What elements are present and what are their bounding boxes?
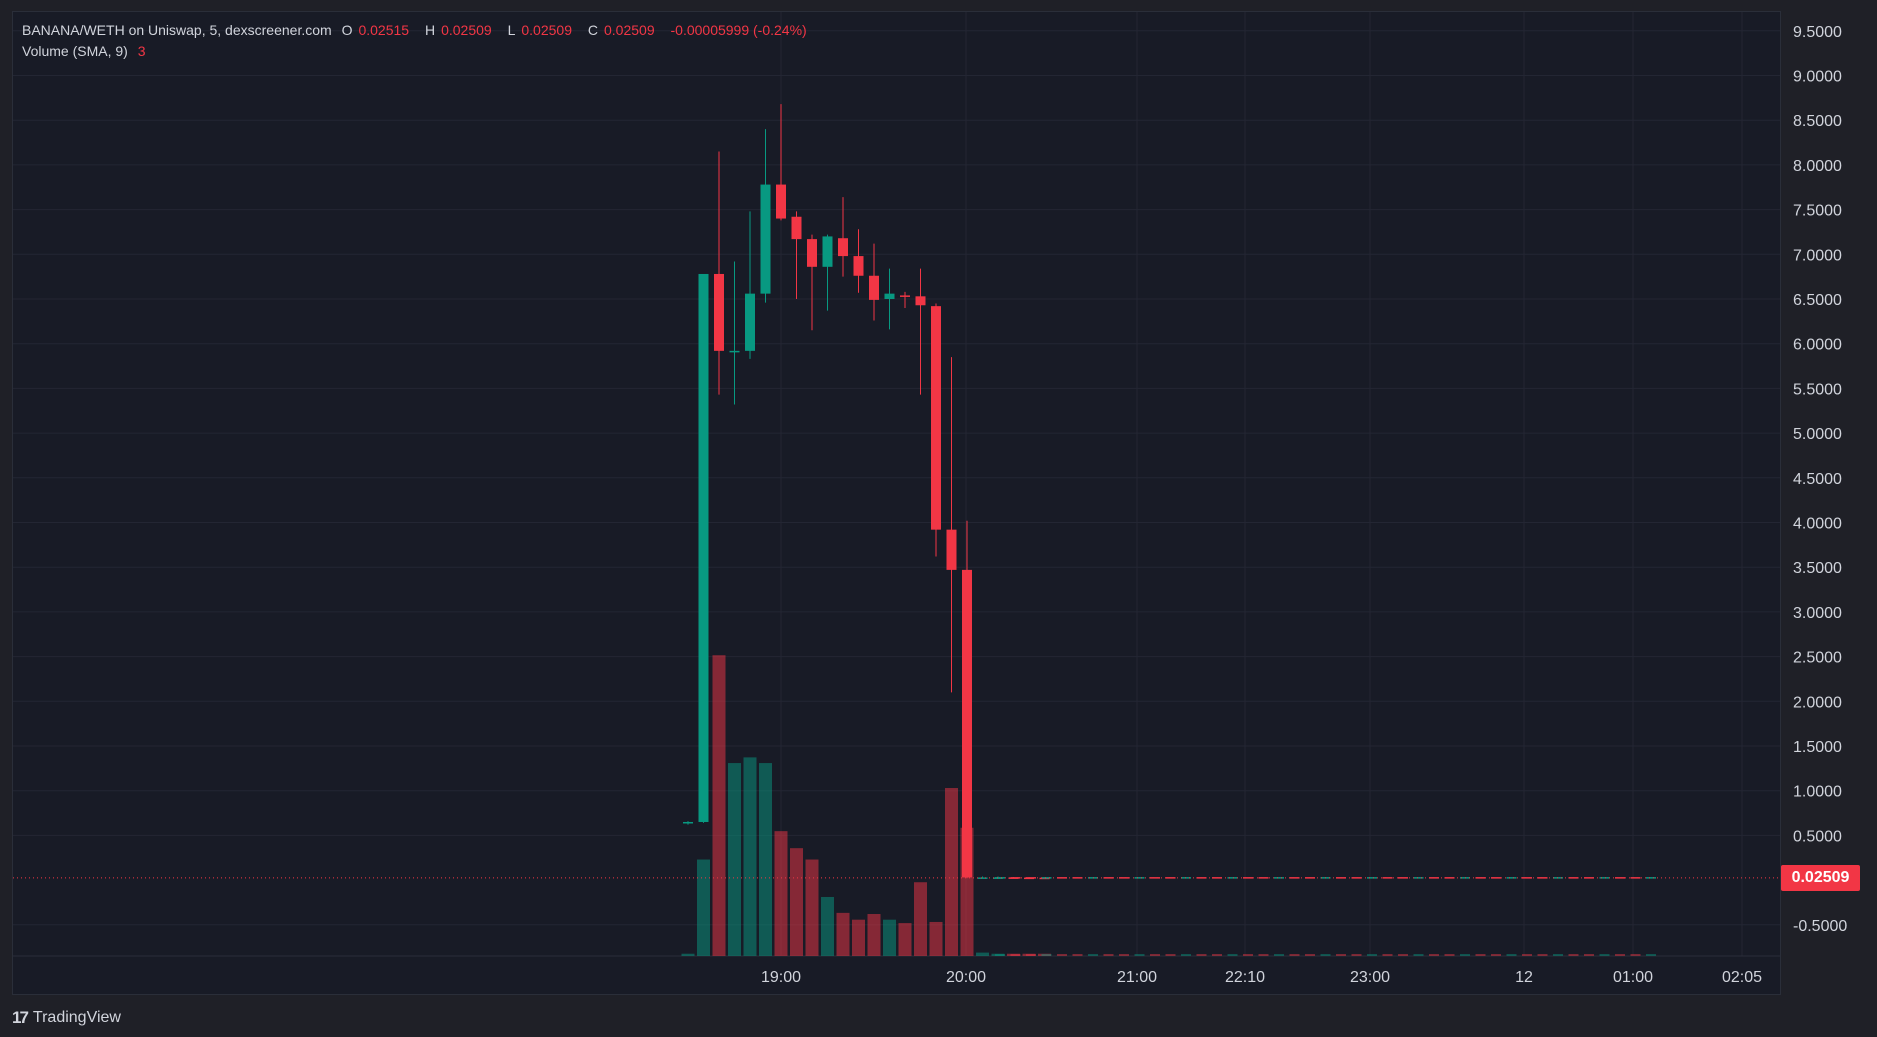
y-tick-label: 5.0000: [1793, 426, 1842, 443]
x-tick-label: 21:00: [1117, 969, 1157, 986]
volume-bar: [836, 912, 850, 956]
close-label: C: [587, 22, 598, 38]
y-tick-label: 0.5000: [1793, 828, 1842, 845]
candle-body: [946, 529, 957, 570]
candle-body: [729, 350, 740, 353]
y-tick-label: 8.0000: [1793, 158, 1842, 175]
low-label: L: [507, 22, 516, 38]
candle-body: [683, 821, 693, 824]
y-tick-label: 3.5000: [1793, 560, 1842, 577]
y-tick-label: 8.5000: [1793, 113, 1842, 130]
candle-body: [962, 569, 972, 878]
legend-line-ohlc: BANANA/WETH on Uniswap, 5, dexscreener.c…: [22, 20, 813, 41]
volume-bar: [821, 896, 834, 956]
volume-bar: [697, 859, 710, 956]
low-value: 0.02509: [521, 22, 572, 38]
y-tick-label: 2.5000: [1793, 650, 1842, 667]
candle-body: [884, 293, 895, 299]
tradingview-logo-text: TradingView: [32, 1009, 121, 1026]
volume-bar: [759, 763, 772, 956]
x-tick-label: 02:05: [1722, 969, 1762, 986]
candle-body: [776, 184, 786, 219]
volume-bar: [867, 914, 881, 956]
y-tick-label: -0.5000: [1793, 918, 1847, 935]
y-tick-label: 4.5000: [1793, 471, 1842, 488]
candle-body: [807, 239, 817, 267]
high-label: H: [424, 22, 436, 38]
y-tick-label: 1.5000: [1793, 739, 1842, 756]
candle-body: [698, 273, 709, 822]
chart-pane[interactable]: [12, 11, 1781, 995]
y-tick-label: 6.5000: [1793, 292, 1842, 309]
candle-body: [838, 238, 848, 257]
volume-bar: [898, 923, 912, 956]
volume-bar: [743, 757, 757, 956]
volume-bar: [790, 848, 803, 956]
candle-body: [714, 273, 724, 351]
candle-body: [900, 295, 910, 297]
candle-body: [791, 216, 802, 240]
y-tick-label: 4.0000: [1793, 516, 1842, 533]
x-tick-label: 12: [1515, 969, 1533, 986]
candle-body: [869, 275, 879, 300]
close-value: 0.02509: [604, 22, 655, 38]
y-tick-label: 6.0000: [1793, 337, 1842, 354]
candle-body: [915, 296, 926, 306]
y-tick-label: 5.5000: [1793, 381, 1842, 398]
high-value: 0.02509: [441, 22, 492, 38]
volume-bar: [712, 655, 726, 956]
tradingview-logo[interactable]: 17 TradingView: [12, 1006, 121, 1030]
candle-body: [760, 184, 771, 294]
volume-label[interactable]: Volume (SMA, 9): [22, 43, 128, 59]
x-tick-label: 01:00: [1613, 969, 1653, 986]
legend-line-volume: Volume (SMA, 9) 3: [22, 41, 813, 62]
volume-bar: [681, 953, 695, 956]
candle-body: [977, 877, 988, 879]
open-value: 0.02515: [358, 22, 410, 38]
y-tick-label: 1.0000: [1793, 784, 1842, 801]
candle-body: [853, 256, 864, 276]
y-tick-label: 9.5000: [1793, 24, 1842, 41]
y-tick-label: 2.0000: [1793, 694, 1842, 711]
candle-body: [931, 306, 941, 530]
x-tick-label: 19:00: [761, 969, 801, 986]
volume-bar: [852, 919, 865, 956]
volume-bar: [774, 831, 788, 956]
chart-legend: BANANA/WETH on Uniswap, 5, dexscreener.c…: [22, 20, 813, 62]
candle-body: [745, 293, 755, 351]
y-tick-label: 7.5000: [1793, 203, 1842, 220]
x-tick-label: 22:10: [1225, 969, 1265, 986]
volume-bar: [929, 921, 943, 956]
volume-bar: [914, 882, 927, 956]
change-value: -0.00005999 (-0.24%): [670, 22, 807, 38]
tradingview-logo-icon: 17: [12, 1008, 29, 1027]
volume-bar: [976, 952, 989, 956]
y-tick-label: 9.0000: [1793, 69, 1842, 86]
volume-bar: [805, 859, 819, 956]
volume-bar: [883, 919, 896, 956]
volume-bar: [945, 788, 958, 956]
candle-body: [822, 236, 833, 267]
x-tick-label: 20:00: [946, 969, 986, 986]
y-tick-label: 3.0000: [1793, 605, 1842, 622]
open-label: O: [341, 22, 353, 38]
x-tick-label: 23:00: [1350, 969, 1390, 986]
last-price-tag: 0.02509: [1781, 864, 1860, 891]
volume-bar: [728, 763, 741, 956]
volume-value: 3: [137, 43, 146, 59]
y-tick-label: 7.0000: [1793, 247, 1842, 264]
symbol-title[interactable]: BANANA/WETH on Uniswap, 5, dexscreener.c…: [22, 22, 332, 38]
